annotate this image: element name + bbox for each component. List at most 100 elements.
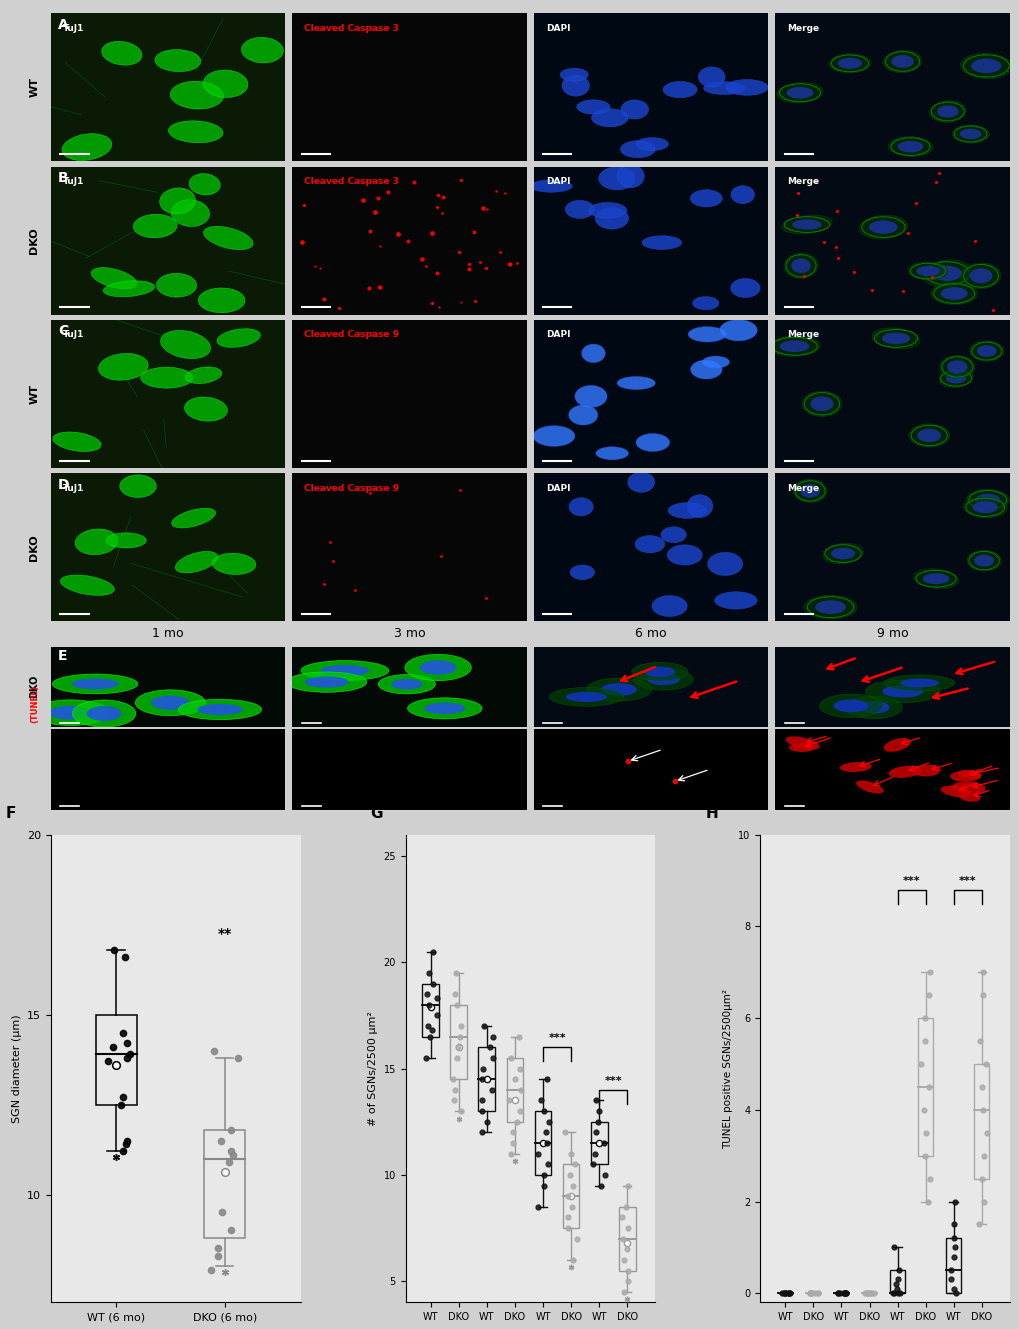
Ellipse shape [779, 340, 809, 352]
Ellipse shape [203, 70, 248, 97]
Ellipse shape [175, 552, 218, 573]
Ellipse shape [959, 129, 980, 140]
Text: (TUNEL): (TUNEL) [31, 684, 40, 723]
Text: F: F [6, 805, 16, 821]
Bar [562, 1164, 579, 1228]
Ellipse shape [768, 336, 819, 356]
Ellipse shape [871, 328, 919, 350]
Ellipse shape [651, 595, 687, 617]
Ellipse shape [793, 480, 826, 502]
Ellipse shape [845, 696, 902, 719]
Ellipse shape [133, 214, 177, 238]
Ellipse shape [822, 544, 862, 563]
Ellipse shape [690, 360, 721, 379]
Ellipse shape [908, 424, 949, 447]
Y-axis label: SGN diameter (μm): SGN diameter (μm) [11, 1014, 21, 1123]
Ellipse shape [913, 766, 940, 776]
Ellipse shape [408, 698, 482, 719]
Text: Merge: Merge [787, 24, 818, 33]
Ellipse shape [635, 536, 664, 553]
Bar [973, 1065, 988, 1179]
Ellipse shape [301, 661, 388, 680]
Ellipse shape [828, 53, 870, 73]
Text: DAPI: DAPI [545, 484, 570, 493]
Ellipse shape [957, 769, 980, 779]
Text: G: G [370, 805, 383, 821]
Ellipse shape [171, 199, 209, 226]
Ellipse shape [969, 268, 991, 283]
Ellipse shape [788, 743, 814, 752]
Ellipse shape [620, 141, 655, 158]
Text: ***: *** [902, 876, 919, 885]
Bar [534, 1111, 551, 1175]
Ellipse shape [940, 287, 967, 300]
Ellipse shape [87, 706, 121, 720]
Ellipse shape [242, 37, 283, 62]
Text: DKO: DKO [30, 227, 40, 254]
Bar [204, 1130, 246, 1237]
Ellipse shape [690, 190, 721, 207]
Ellipse shape [960, 53, 1011, 78]
Ellipse shape [168, 121, 223, 142]
Ellipse shape [646, 674, 680, 686]
Text: H: H [704, 805, 717, 821]
Ellipse shape [800, 484, 819, 497]
Ellipse shape [818, 694, 881, 718]
Ellipse shape [576, 100, 609, 114]
Ellipse shape [960, 263, 1000, 288]
Ellipse shape [969, 340, 1003, 361]
Ellipse shape [71, 679, 118, 690]
Ellipse shape [197, 704, 243, 715]
Ellipse shape [974, 494, 1000, 506]
Text: TuJ1: TuJ1 [62, 177, 84, 186]
Ellipse shape [378, 675, 435, 694]
Ellipse shape [595, 447, 628, 460]
Ellipse shape [106, 533, 146, 548]
Text: ***: *** [547, 1033, 566, 1043]
Ellipse shape [635, 433, 668, 452]
Ellipse shape [785, 736, 819, 750]
Ellipse shape [631, 662, 687, 680]
Ellipse shape [888, 766, 921, 777]
Ellipse shape [420, 661, 455, 675]
Ellipse shape [976, 346, 996, 358]
Bar [96, 1014, 137, 1104]
Ellipse shape [947, 360, 967, 373]
Ellipse shape [621, 100, 648, 120]
Ellipse shape [701, 356, 729, 368]
Ellipse shape [588, 202, 627, 218]
Ellipse shape [53, 432, 101, 452]
Ellipse shape [170, 81, 223, 109]
Ellipse shape [91, 267, 137, 288]
Ellipse shape [185, 367, 221, 384]
Ellipse shape [32, 700, 110, 726]
Ellipse shape [855, 780, 882, 793]
Ellipse shape [189, 174, 220, 195]
Ellipse shape [951, 781, 984, 795]
Ellipse shape [916, 429, 941, 443]
Text: ***: *** [603, 1075, 622, 1086]
Ellipse shape [204, 226, 253, 250]
Ellipse shape [938, 355, 974, 379]
Bar [619, 1207, 635, 1271]
Ellipse shape [178, 699, 261, 719]
Ellipse shape [575, 385, 606, 408]
Ellipse shape [212, 553, 256, 574]
Ellipse shape [217, 328, 260, 347]
Ellipse shape [160, 187, 196, 214]
Text: TuJ1: TuJ1 [62, 484, 84, 493]
Ellipse shape [973, 554, 994, 566]
Ellipse shape [786, 86, 813, 98]
Ellipse shape [714, 591, 756, 609]
Ellipse shape [698, 66, 725, 86]
Ellipse shape [865, 680, 940, 703]
Bar [889, 1271, 905, 1293]
Ellipse shape [881, 332, 909, 344]
Y-axis label: TUNEL positive SGNs/2500μm²: TUNEL positive SGNs/2500μm² [721, 989, 732, 1148]
Ellipse shape [286, 672, 367, 692]
Bar [506, 1058, 523, 1122]
Ellipse shape [965, 489, 1009, 510]
Ellipse shape [814, 601, 845, 614]
Text: TuJ1: TuJ1 [62, 24, 84, 33]
Ellipse shape [160, 331, 210, 359]
